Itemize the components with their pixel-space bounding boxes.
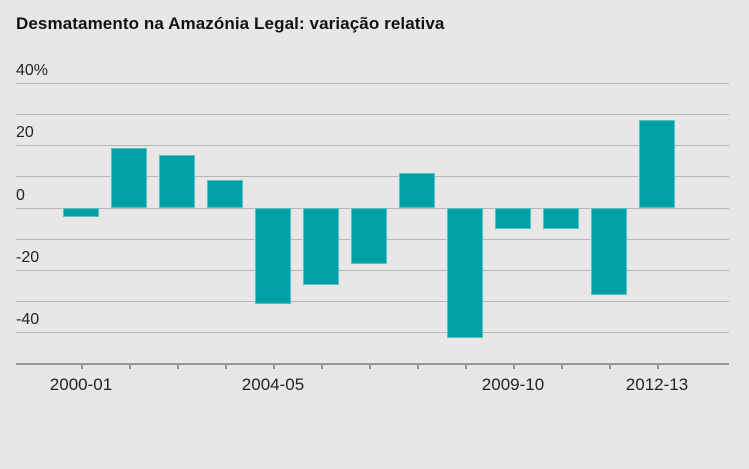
bar-2011-12 bbox=[590, 207, 628, 295]
x-axis bbox=[16, 363, 729, 365]
bar-2001-02 bbox=[110, 148, 148, 208]
gridline-20 bbox=[16, 145, 729, 147]
gridline--30 bbox=[16, 301, 729, 303]
y-axis-label--20: -20 bbox=[16, 248, 40, 266]
bar-2009-10 bbox=[494, 207, 532, 230]
x-axis-tick-2001-02 bbox=[129, 363, 131, 370]
x-axis-tick-2006-07 bbox=[369, 363, 371, 370]
gridline-40 bbox=[16, 83, 729, 84]
chart-title: Desmatamento na Amazónia Legal: variação… bbox=[16, 14, 445, 33]
x-axis-tick-2008-09 bbox=[465, 363, 467, 370]
x-axis-label-2000-01: 2000-01 bbox=[49, 375, 113, 394]
x-axis-tick-2011-12 bbox=[609, 363, 611, 370]
bar-2007-08 bbox=[398, 173, 436, 208]
x-axis-tick-2010-11 bbox=[561, 363, 563, 370]
gridline-30 bbox=[16, 114, 729, 116]
bar-2002-03 bbox=[158, 154, 196, 208]
x-axis-tick-2012-13 bbox=[657, 363, 659, 370]
x-axis-tick-2004-05 bbox=[273, 363, 275, 370]
x-axis-label-2004-05: 2004-05 bbox=[241, 375, 305, 394]
x-axis-label-2009-10: 2009-10 bbox=[481, 375, 545, 394]
bar-2000-01 bbox=[62, 207, 100, 217]
y-axis-label-20: 20 bbox=[16, 124, 34, 142]
y-axis-label-0: 0 bbox=[16, 186, 25, 204]
gridline-10 bbox=[16, 176, 729, 178]
y-axis-label--40: -40 bbox=[16, 311, 40, 329]
gridline--20 bbox=[16, 269, 729, 271]
x-axis-tick-2003-04 bbox=[225, 363, 227, 370]
bar-2012-13 bbox=[638, 120, 676, 208]
bar-2005-06 bbox=[302, 207, 340, 286]
bar-2010-11 bbox=[542, 207, 580, 230]
bar-2004-05 bbox=[254, 207, 292, 305]
y-axis-label-40: 40% bbox=[16, 62, 49, 79]
bar-2006-07 bbox=[350, 207, 388, 264]
bar-2008-09 bbox=[446, 207, 484, 339]
bar-2003-04 bbox=[206, 179, 244, 208]
x-axis-tick-2000-01 bbox=[81, 363, 83, 370]
x-axis-tick-2002-03 bbox=[177, 363, 179, 370]
x-axis-label-2012-13: 2012-13 bbox=[625, 375, 689, 394]
gridline--40 bbox=[16, 332, 729, 334]
x-axis-tick-2009-10 bbox=[513, 363, 515, 370]
x-axis-tick-2007-08 bbox=[417, 363, 419, 370]
x-axis-tick-2005-06 bbox=[321, 363, 323, 370]
